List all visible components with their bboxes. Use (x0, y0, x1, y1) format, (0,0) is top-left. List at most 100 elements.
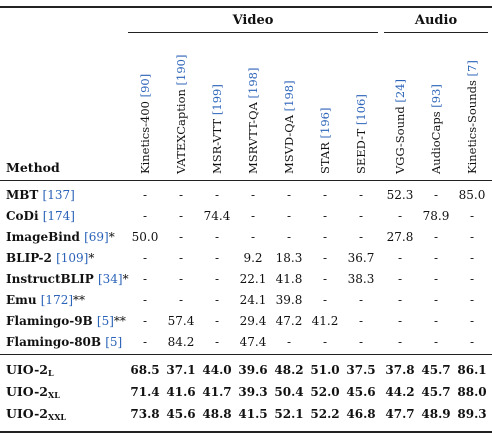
table-cell: - (433, 293, 439, 307)
row-label-ours: UIO-2XXL (6, 407, 66, 424)
column-header-name: VATEXCaption (174, 85, 188, 174)
method-ref[interactable]: [5] (96, 314, 114, 328)
method-header: Method (6, 160, 60, 175)
row-label-ours: UIO-2XL (6, 385, 60, 402)
table-cell: 47.2 (275, 314, 303, 328)
table-cell: - (142, 209, 148, 223)
row-label: BLIP-2 [109]* (6, 251, 94, 265)
video-group-rule (128, 32, 378, 33)
method-name: Flamingo-80B (6, 335, 106, 349)
column-header-vatexcaption: VATEXCaption [190] (174, 54, 188, 175)
table-cell: 89.3 (457, 407, 487, 421)
table-cell: - (358, 314, 364, 328)
table-cell: - (397, 314, 403, 328)
table-cell: - (178, 188, 184, 202)
table-cell: - (358, 230, 364, 244)
ours-rule (0, 354, 492, 355)
method-ref[interactable]: [34] (97, 272, 123, 286)
method-ref[interactable]: [5] (105, 335, 123, 349)
table-cell: 37.8 (385, 363, 415, 377)
table-cell: 45.6 (166, 407, 196, 421)
table-cell: - (250, 230, 256, 244)
method-name: ImageBind (6, 230, 85, 244)
table-cell: - (397, 209, 403, 223)
bottom-rule (0, 431, 492, 433)
table-cell: - (433, 272, 439, 286)
table-cell: - (178, 230, 184, 244)
table-cell: 44.2 (385, 385, 415, 399)
table-cell: - (469, 209, 475, 223)
table-cell: 45.6 (346, 385, 376, 399)
method-name: MBT (6, 188, 43, 202)
table-cell: - (322, 251, 328, 265)
column-header-kinetics-sounds: Kinetics-Sounds [7] (465, 60, 479, 174)
table-cell: - (397, 293, 403, 307)
table-cell: - (433, 251, 439, 265)
column-header-vgg-sound: VGG-Sound [24] (393, 78, 407, 174)
column-header-name: VGG-Sound (393, 102, 407, 174)
column-header-ref[interactable]: [196] (318, 107, 332, 139)
table-cell: 71.4 (130, 385, 160, 399)
column-header-name: MSVD-QA (282, 111, 296, 174)
model-size: XXL (47, 412, 67, 422)
column-header-seed-t: SEED-T [106] (354, 94, 368, 174)
table-cell: 39.6 (238, 363, 268, 377)
method-ref[interactable]: [174] (42, 209, 75, 223)
column-header-ref[interactable]: [7] (465, 60, 479, 77)
table-cell: 88.0 (457, 385, 487, 399)
table-cell: - (322, 209, 328, 223)
row-label: Flamingo-9B [5]** (6, 314, 126, 328)
column-header-ref[interactable]: [199] (210, 84, 224, 116)
column-header-name: SEED-T (354, 125, 368, 174)
table-cell: 48.8 (202, 407, 232, 421)
table-cell: - (214, 293, 220, 307)
column-header-name: Kinetics-400 (138, 97, 152, 174)
header-rule (0, 180, 492, 181)
table-cell: - (178, 209, 184, 223)
column-header-ref[interactable]: [198] (246, 67, 260, 99)
method-ref[interactable]: [109] (56, 251, 89, 265)
method-ref[interactable]: [172] (40, 293, 74, 307)
table-cell: 48.9 (421, 407, 451, 421)
column-header-star: STAR [196] (318, 107, 332, 174)
method-name: Emu (6, 293, 41, 307)
method-name: Flamingo-9B (6, 314, 97, 328)
column-header-msvd-qa: MSVD-QA [198] (282, 80, 296, 174)
column-header-name: MSR-VTT (210, 115, 224, 174)
method-ref[interactable]: [137] (42, 188, 75, 202)
column-header-ref[interactable]: [93] (429, 84, 443, 108)
table-cell: - (142, 272, 148, 286)
column-header-ref[interactable]: [198] (282, 80, 296, 112)
table-cell: - (214, 272, 220, 286)
column-header-ref[interactable]: [106] (354, 94, 368, 126)
model-name: UIO-2 (6, 406, 48, 421)
table-cell: 47.4 (239, 335, 267, 349)
table-cell: - (286, 188, 292, 202)
table-cell: - (433, 314, 439, 328)
table-cell: 52.1 (274, 407, 304, 421)
table-cell: 24.1 (239, 293, 267, 307)
method-ref[interactable]: [69] (84, 230, 109, 244)
table-cell: 52.2 (310, 407, 340, 421)
table-cell: - (178, 293, 184, 307)
table-cell: 57.4 (167, 314, 195, 328)
table-cell: - (469, 251, 475, 265)
table-cell: - (433, 335, 439, 349)
table-cell: 27.8 (386, 230, 414, 244)
table-cell: 74.4 (203, 209, 231, 223)
column-header-ref[interactable]: [190] (174, 54, 188, 86)
table-cell: - (322, 230, 328, 244)
table-cell: 9.2 (243, 251, 263, 265)
table-cell: 50.4 (274, 385, 304, 399)
table-cell: - (469, 272, 475, 286)
table-cell: - (178, 251, 184, 265)
table-cell: 18.3 (275, 251, 303, 265)
method-mark: * (88, 251, 95, 265)
column-header-ref[interactable]: [24] (393, 78, 407, 103)
column-header-ref[interactable]: [90] (138, 73, 152, 98)
model-name: UIO-2 (6, 384, 48, 399)
table-cell: - (286, 209, 292, 223)
table-cell: - (469, 314, 475, 328)
top-rule (0, 6, 492, 8)
table-cell: - (142, 293, 148, 307)
